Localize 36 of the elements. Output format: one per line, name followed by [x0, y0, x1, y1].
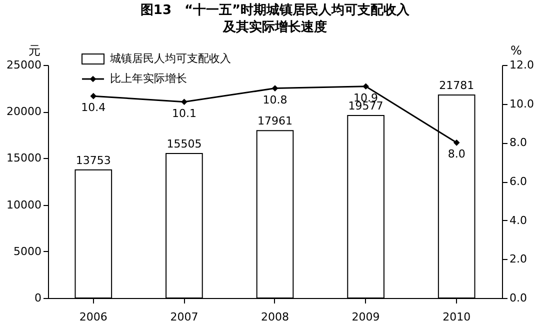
- y2-tick-label: 12.0: [510, 58, 534, 72]
- y-tick-label: 20000: [6, 105, 42, 118]
- data-label: 10.8: [262, 93, 288, 106]
- point: [181, 98, 188, 106]
- data-label: 17961: [258, 114, 292, 128]
- y-tick-label: 15000: [6, 152, 42, 165]
- data-label: 10.1: [172, 106, 196, 120]
- legend-label: 城镇居民人均可支配收入: [109, 52, 231, 65]
- x-tick-label: 2010: [442, 310, 471, 324]
- y-tick-label: 5000: [14, 244, 42, 258]
- x-tick-label: 2006: [79, 310, 108, 324]
- point: [362, 83, 369, 90]
- y2-axis-title: %: [510, 44, 522, 58]
- data-label: 15505: [166, 137, 202, 150]
- data-label: 21781: [439, 79, 474, 92]
- y2-tick-label: 10.0: [510, 97, 534, 110]
- legend-label: 比上年实际增长: [110, 72, 187, 85]
- y2-tick-label: 4.0: [510, 214, 527, 227]
- y2-tick-label: 6.0: [510, 175, 527, 188]
- x-tick-label: 2007: [170, 310, 198, 324]
- y-axis-title: 元: [28, 44, 40, 58]
- data-label: 13753: [76, 154, 111, 167]
- point: [272, 85, 278, 92]
- point: [453, 140, 460, 146]
- data-label: 10.4: [81, 101, 106, 114]
- x-tick-label: 2008: [261, 310, 289, 324]
- x-tick-label: 2009: [352, 310, 380, 324]
- y2-tick-label: 0.0: [510, 292, 527, 304]
- y2-tick-label: 8.0: [510, 136, 527, 150]
- y-tick-label: 0: [34, 292, 42, 304]
- y-tick-label: 25000: [6, 58, 42, 72]
- point: [90, 92, 97, 100]
- y-tick-label: 10000: [6, 198, 42, 212]
- y2-tick-label: 2.0: [510, 252, 527, 266]
- chart-title: 图13 “十一五”时期城镇居民人均可支配收入及其实际增长速度: [140, 2, 411, 35]
- data-label: 8.0: [448, 148, 466, 161]
